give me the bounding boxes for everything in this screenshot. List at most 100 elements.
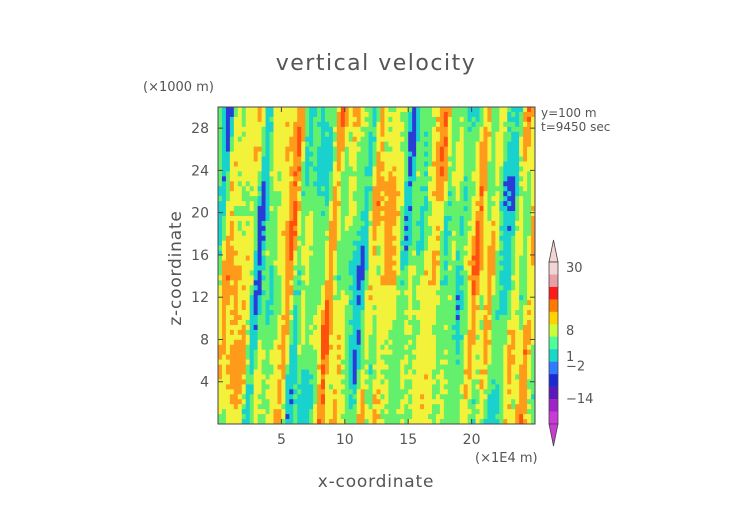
field-cell <box>459 171 465 177</box>
field-cell <box>245 191 251 197</box>
field-cell <box>229 126 235 133</box>
field-cell <box>218 215 223 222</box>
field-cell <box>261 399 266 405</box>
field-cell <box>408 265 413 271</box>
field-cell <box>289 290 294 296</box>
field-cell <box>431 300 437 306</box>
field-cell <box>229 121 235 128</box>
field-cell <box>340 116 346 123</box>
field-cell <box>245 211 251 217</box>
field-cell <box>332 349 338 356</box>
field-cell <box>455 280 461 286</box>
field-cell <box>364 334 369 341</box>
field-cell <box>324 270 330 276</box>
field-cell <box>519 230 524 237</box>
field-cell <box>336 399 342 405</box>
field-cell <box>293 116 298 123</box>
field-cell <box>221 344 227 351</box>
field-cell <box>483 245 488 252</box>
field-cell <box>412 384 417 390</box>
field-cell <box>428 339 433 346</box>
field-cell <box>356 211 362 217</box>
field-cell <box>503 344 508 351</box>
field-cell <box>229 364 235 370</box>
field-cell <box>404 389 409 395</box>
field-cell <box>336 245 342 252</box>
field-cell <box>364 404 369 410</box>
field-cell <box>396 399 401 405</box>
field-cell <box>515 146 520 152</box>
field-cell <box>233 300 239 306</box>
field-cell <box>257 146 262 152</box>
field-cell <box>332 171 338 177</box>
field-cell <box>392 369 397 375</box>
field-cell <box>428 290 433 296</box>
field-cell <box>507 414 512 420</box>
field-cell <box>459 121 465 128</box>
field-cell <box>404 305 409 311</box>
field-cell <box>229 334 235 341</box>
field-cell <box>483 206 488 212</box>
field-cell <box>416 191 421 197</box>
field-cell <box>336 235 342 242</box>
field-cell <box>313 260 318 266</box>
field-cell <box>277 191 282 197</box>
field-cell <box>301 300 306 306</box>
field-cell <box>305 201 310 207</box>
field-cell <box>241 116 247 123</box>
field-cell <box>253 315 259 321</box>
field-cell <box>245 151 251 157</box>
field-cell <box>229 319 235 326</box>
field-cell <box>305 111 310 118</box>
field-cell <box>245 399 251 405</box>
field-cell <box>229 171 235 177</box>
field-cell <box>491 131 496 138</box>
field-cell <box>372 186 377 192</box>
field-cell <box>380 196 385 202</box>
field-cell <box>400 126 405 133</box>
field-cell <box>416 334 421 341</box>
field-cell <box>523 290 528 296</box>
field-cell <box>503 399 508 405</box>
field-cell <box>420 315 425 321</box>
field-cell <box>380 186 385 192</box>
field-cell <box>249 275 255 281</box>
field-cell <box>328 310 334 316</box>
field-cell <box>455 206 461 212</box>
field-cell <box>467 206 472 212</box>
field-cell <box>499 176 504 182</box>
field-cell <box>321 374 326 380</box>
field-cell <box>317 126 322 133</box>
field-cell <box>233 116 239 123</box>
field-cell <box>392 136 397 143</box>
field-cell <box>225 211 231 217</box>
field-cell <box>293 349 298 356</box>
field-cell <box>356 181 362 187</box>
field-cell <box>368 265 373 271</box>
field-cell <box>499 111 504 118</box>
field-cell <box>451 196 457 202</box>
field-cell <box>495 305 500 311</box>
field-cell <box>221 141 227 148</box>
field-cell <box>269 295 274 301</box>
field-cell <box>396 255 401 261</box>
y-units-label: (×1000 m) <box>143 80 214 95</box>
field-cell <box>249 107 255 113</box>
field-cell <box>305 354 310 361</box>
field-cell <box>245 107 251 113</box>
field-cell <box>372 196 377 202</box>
field-cell <box>408 369 413 375</box>
field-cell <box>237 265 243 271</box>
field-cell <box>233 151 239 157</box>
field-cell <box>317 235 322 242</box>
field-cell <box>352 230 358 237</box>
field-cell <box>218 384 223 390</box>
field-cell <box>221 305 227 311</box>
field-cell <box>317 404 322 410</box>
field-cell <box>384 315 389 321</box>
field-cell <box>364 364 369 370</box>
field-cell <box>431 220 437 227</box>
field-cell <box>499 324 504 331</box>
field-cell <box>257 107 262 113</box>
field-cell <box>344 290 350 296</box>
